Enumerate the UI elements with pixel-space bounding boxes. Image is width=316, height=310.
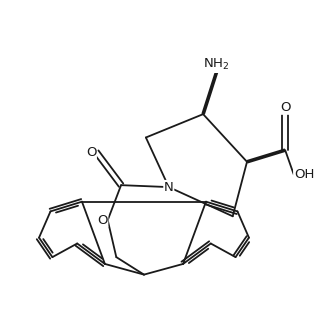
Text: O: O — [86, 146, 96, 159]
Text: OH: OH — [294, 168, 314, 181]
Text: N: N — [164, 181, 174, 193]
Text: O: O — [280, 101, 290, 114]
Text: O: O — [97, 214, 108, 227]
Text: NH$_2$: NH$_2$ — [203, 57, 230, 72]
